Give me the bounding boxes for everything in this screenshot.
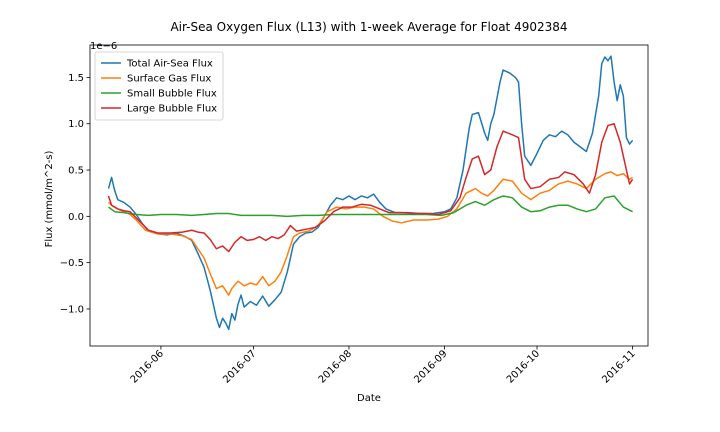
legend: Total Air-Sea Flux Surface Gas Flux Small … [94,51,224,121]
y-tick-label: 0.5 [68,166,84,177]
y-axis-label: Flux (mmol/m^2-s) [44,150,55,247]
legend-label-surface-gas-flux: Surface Gas Flux [127,74,211,85]
chart-title: Air-Sea Oxygen Flux (L13) with 1-week Av… [170,20,567,34]
legend-label-large-bubble-flux: Large Bubble Flux [127,104,217,115]
series-line-total-air-sea-flux [107,55,634,331]
y-tick-label: 1.0 [68,119,84,130]
y-tick-label: 0.0 [68,212,84,223]
legend-label-total-air-sea-flux: Total Air-Sea Flux [126,59,213,70]
x-axis-label: Date [357,393,381,404]
y-tick-label: −0.5 [60,258,84,269]
legend-box [94,51,224,121]
y-tick-label: 1.5 [68,73,84,84]
y-scale-offset-label: 1e−6 [90,41,117,52]
legend-label-small-bubble-flux: Small Bubble Flux [127,89,217,100]
axes-frame [89,44,649,347]
series-line-large-bubble-flux [107,122,634,253]
series-line-surface-gas-flux [107,171,633,296]
y-tick-label: −1.0 [60,304,84,315]
series-line-small-bubble-flux [108,195,633,218]
